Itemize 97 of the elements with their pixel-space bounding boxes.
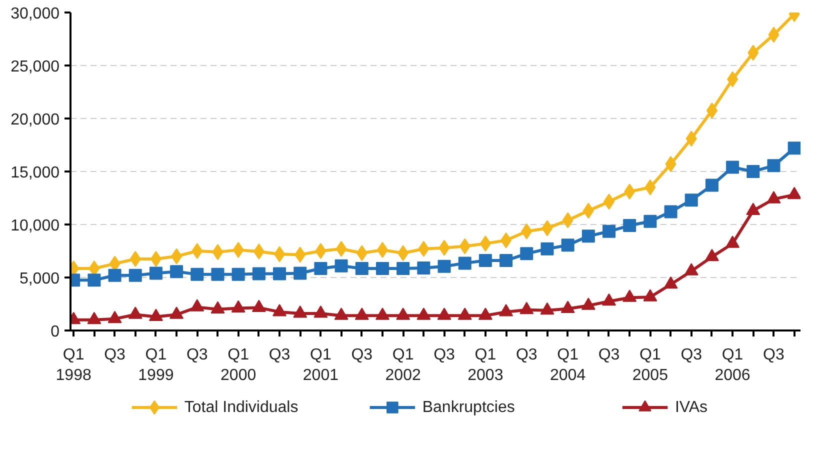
point xyxy=(354,308,369,320)
point xyxy=(684,263,698,276)
point xyxy=(376,262,389,275)
legend-label: Total Individuals xyxy=(184,399,298,416)
point xyxy=(192,243,203,259)
y-tick-label: 25,000 xyxy=(10,58,60,76)
x-tick-label: Q1 2006 xyxy=(714,346,750,384)
point xyxy=(232,268,245,281)
point xyxy=(664,276,678,289)
x-tick-label: Q3 xyxy=(680,346,702,364)
point xyxy=(560,300,575,314)
point xyxy=(623,219,636,232)
point xyxy=(334,259,348,272)
point xyxy=(458,308,472,320)
point xyxy=(149,266,162,280)
point xyxy=(726,160,740,174)
point xyxy=(581,298,596,310)
point xyxy=(478,254,492,268)
point xyxy=(334,308,348,320)
x-tick-label: Q1 2004 xyxy=(550,346,586,384)
point xyxy=(704,248,719,262)
point xyxy=(788,142,800,155)
point xyxy=(355,262,368,275)
x-tick-label: Q3 xyxy=(516,346,538,364)
point xyxy=(272,304,287,316)
point xyxy=(293,306,308,318)
point xyxy=(252,300,266,312)
point xyxy=(315,243,326,259)
point xyxy=(128,268,142,282)
point xyxy=(210,301,225,314)
point xyxy=(211,268,224,281)
point xyxy=(520,302,534,314)
point xyxy=(705,178,718,192)
y-tick-label: 5,000 xyxy=(19,270,60,288)
x-tick-label: Q1 2003 xyxy=(468,346,504,384)
point xyxy=(170,265,184,278)
point xyxy=(170,306,184,319)
point xyxy=(190,299,204,312)
point xyxy=(314,306,328,318)
point xyxy=(500,254,513,268)
point xyxy=(294,266,307,280)
legend-label: IVAs xyxy=(674,399,708,416)
x-tick-label: Q3 xyxy=(598,346,620,364)
point xyxy=(416,308,431,320)
point xyxy=(437,308,452,320)
point xyxy=(273,267,286,280)
x-tick-label: Q3 xyxy=(268,346,290,364)
point xyxy=(396,308,410,320)
point xyxy=(540,302,554,315)
point xyxy=(746,165,760,178)
point xyxy=(622,290,637,302)
point xyxy=(684,194,698,207)
point xyxy=(252,267,266,280)
point xyxy=(561,238,574,252)
point xyxy=(643,289,658,302)
point xyxy=(108,268,122,282)
point xyxy=(458,256,472,270)
x-tick-label: Q3 xyxy=(351,346,373,364)
legend-label: Bankruptcies xyxy=(422,399,515,416)
point xyxy=(520,247,534,260)
point xyxy=(87,312,102,324)
x-tick-label: Q3 xyxy=(434,346,456,364)
y-tick-label: 10,000 xyxy=(10,218,60,234)
point xyxy=(602,224,616,238)
point xyxy=(438,260,451,273)
x-tick-label: Q3 xyxy=(763,346,785,364)
point xyxy=(417,261,430,274)
point xyxy=(88,274,101,287)
point xyxy=(582,230,595,243)
y-tick-label: 20,000 xyxy=(10,112,60,128)
y-tick-label: 15,000 xyxy=(10,164,60,182)
point xyxy=(231,300,246,312)
x-tick-label: Q1 2002 xyxy=(385,346,421,384)
point xyxy=(499,304,514,316)
point xyxy=(644,214,657,228)
x-tick-label: Q1 1999 xyxy=(138,346,174,384)
point xyxy=(478,308,492,320)
point xyxy=(108,310,122,324)
point xyxy=(602,293,616,306)
point xyxy=(396,262,410,275)
point xyxy=(726,236,740,248)
y-tick-label: 30,000 xyxy=(10,6,60,22)
x-tick-label: Q1 2000 xyxy=(220,346,256,384)
x-tick-label: Q3 xyxy=(104,346,126,364)
x-tick-label: Q1 2005 xyxy=(632,346,668,384)
y-tick-label: 0 xyxy=(50,324,60,340)
point xyxy=(664,205,678,218)
x-tick-label: Q1 2001 xyxy=(302,346,339,384)
point xyxy=(767,159,780,172)
x-tick-label: Q3 xyxy=(186,346,208,364)
point xyxy=(375,308,390,320)
point xyxy=(540,242,554,256)
x-tick-label: Q1 1998 xyxy=(56,346,92,384)
point xyxy=(314,262,328,275)
point xyxy=(148,308,163,321)
point xyxy=(128,306,142,319)
point xyxy=(190,268,204,281)
